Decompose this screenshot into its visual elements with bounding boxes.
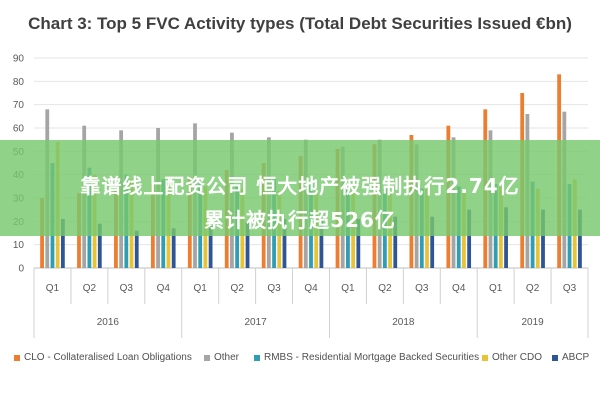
bar-4-10 <box>430 216 435 268</box>
bar-4-7 <box>319 221 324 268</box>
x-tick-label: Q3 <box>267 283 281 294</box>
legend-label: Other <box>214 352 240 363</box>
y-tick-label: 10 <box>13 240 25 251</box>
y-tick-label: 70 <box>13 100 25 111</box>
x-tick-label: Q2 <box>378 283 392 294</box>
x-tick-label: Q3 <box>563 283 577 294</box>
year-group-label: 2017 <box>244 317 267 328</box>
legend-label: ABCP <box>562 352 590 363</box>
bar-4-0 <box>60 219 65 268</box>
x-tick-label: Q1 <box>46 283 60 294</box>
chart-title: Chart 3: Top 5 FVC Activity types (Total… <box>28 14 572 33</box>
legend-item: ABCP <box>552 352 589 366</box>
banner-headline-line-1: 靠谱线上配资公司 恒大地产被强制执行2.74亿 <box>80 174 520 198</box>
bar-4-1 <box>97 223 102 268</box>
legend-swatch <box>14 354 20 361</box>
legend-swatch <box>254 354 260 361</box>
bar-4-3 <box>171 228 176 268</box>
legend-label: RMBS - Residential Mortgage Backed Secur… <box>264 352 480 363</box>
bar-4-2 <box>134 230 139 268</box>
chart-legend: CLO - Collateralised Loan Obligations Oth… <box>14 352 594 368</box>
bar-4-13 <box>541 209 545 268</box>
x-tick-label: Q2 <box>83 283 97 294</box>
bar-4-6 <box>282 219 287 268</box>
x-tick-label: Q2 <box>230 283 244 294</box>
legend-item: Other <box>204 352 239 366</box>
overlay-banner[interactable]: 靠谱线上配资公司 恒大地产被强制执行2.74亿 累计被执行超526亿 <box>0 140 600 236</box>
bar-4-12 <box>504 207 508 268</box>
y-tick-label: 60 <box>13 124 25 135</box>
year-group-label: 2016 <box>97 317 120 328</box>
x-tick-label: Q1 <box>341 283 355 294</box>
y-tick-label: 0 <box>18 264 24 275</box>
x-tick-label: Q3 <box>120 283 134 294</box>
x-tick-label: Q1 <box>489 283 503 294</box>
x-tick-label: Q4 <box>304 283 318 294</box>
year-group-label: 2019 <box>521 317 544 328</box>
legend-item: Other CDO <box>482 352 542 366</box>
bar-4-5 <box>245 221 250 268</box>
banner-headline-line-2: 累计被执行超526亿 <box>204 208 396 232</box>
x-tick-label: Q4 <box>452 283 466 294</box>
x-tick-label: Q3 <box>415 283 429 294</box>
x-tick-label: Q2 <box>526 283 540 294</box>
legend-item: CLO - Collateralised Loan Obligations <box>14 352 192 366</box>
y-tick-label: 80 <box>13 77 25 88</box>
legend-label: CLO - Collateralised Loan Obligations <box>24 352 192 363</box>
bar-4-11 <box>467 209 472 268</box>
legend-swatch <box>204 354 210 361</box>
bar-4-4 <box>208 226 213 268</box>
bar-4-14 <box>578 209 582 268</box>
year-group-label: 2018 <box>392 317 415 328</box>
bar-4-8 <box>356 219 361 268</box>
legend-swatch <box>482 354 488 361</box>
legend-swatch <box>552 354 558 361</box>
x-tick-label: Q4 <box>157 283 171 294</box>
legend-label: Other CDO <box>492 352 543 363</box>
bar-4-9 <box>393 216 398 268</box>
legend-item: RMBS - Residential Mortgage Backed Secur… <box>254 352 479 366</box>
x-tick-label: Q1 <box>194 283 208 294</box>
y-tick-label: 90 <box>13 54 25 65</box>
